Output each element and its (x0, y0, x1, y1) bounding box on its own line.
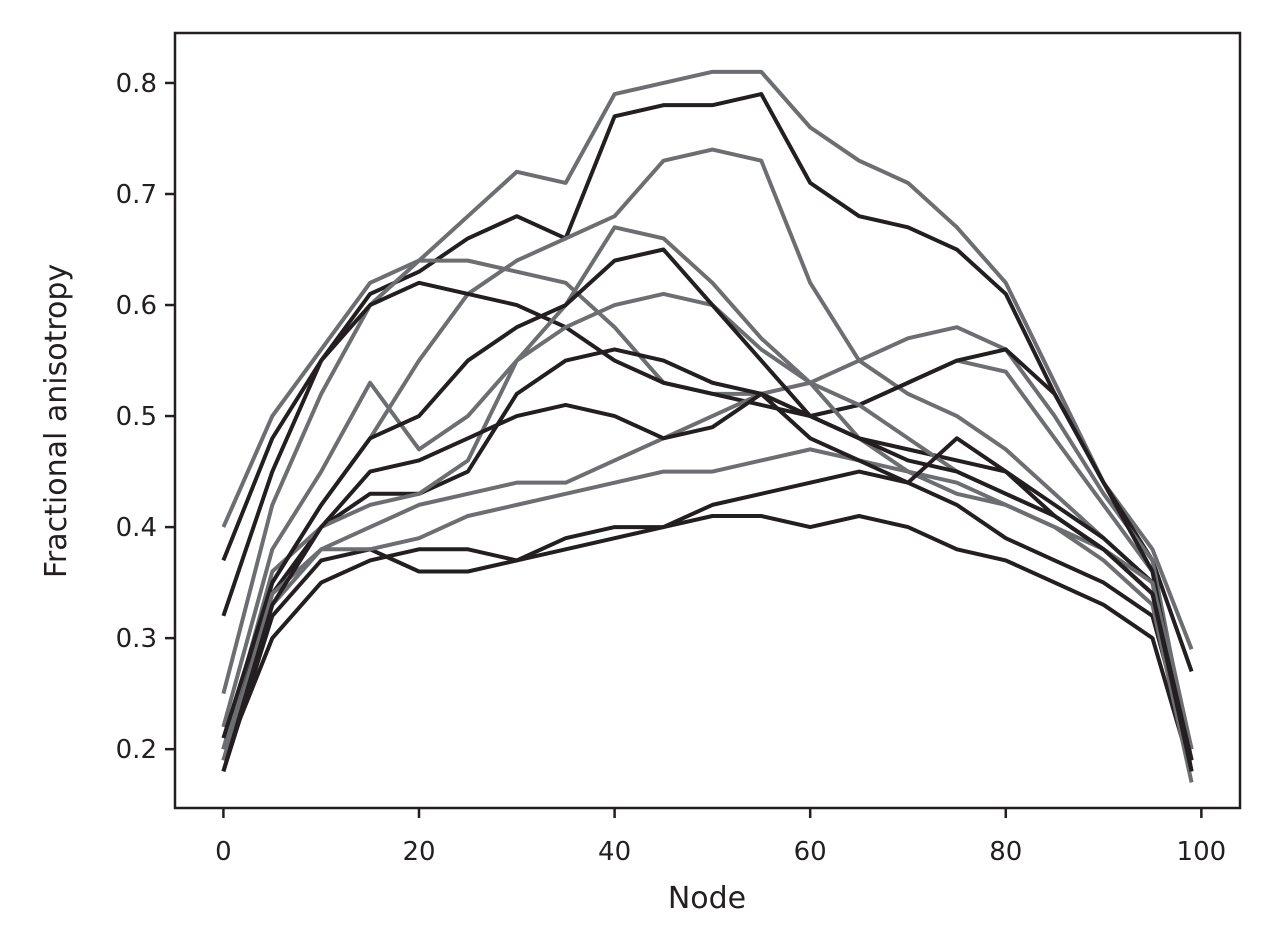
y-tick-label: 0.7 (116, 180, 157, 210)
data-line (221, 280, 1194, 761)
plot-frame (173, 31, 1242, 810)
x-axis-label: Node (668, 881, 746, 916)
x-tick-label: 60 (794, 837, 827, 867)
x-tick-label: 80 (989, 837, 1022, 867)
y-tick-label: 0.4 (116, 513, 157, 543)
data-line (221, 447, 1194, 783)
data-line (221, 469, 1194, 761)
y-tick-label: 0.5 (116, 402, 157, 432)
data-line (221, 391, 1194, 772)
data-line (221, 347, 1194, 772)
data-line (221, 513, 1194, 772)
y-tick-label: 0.6 (116, 291, 157, 321)
data-line (221, 92, 1194, 673)
x-tick-label: 100 (1177, 837, 1227, 867)
y-tick-label: 0.8 (116, 69, 157, 99)
data-line (221, 247, 1194, 761)
y-tick-label: 0.3 (116, 624, 157, 654)
data-line (221, 147, 1194, 772)
data-line (221, 69, 1194, 650)
x-tick-label: 40 (598, 837, 631, 867)
y-axis-label: Fractional anisotropy (39, 264, 74, 578)
x-tick-label: 20 (402, 837, 435, 867)
x-tick-label: 0 (215, 837, 232, 867)
data-line (221, 325, 1194, 761)
y-tick-label: 0.2 (116, 735, 157, 765)
